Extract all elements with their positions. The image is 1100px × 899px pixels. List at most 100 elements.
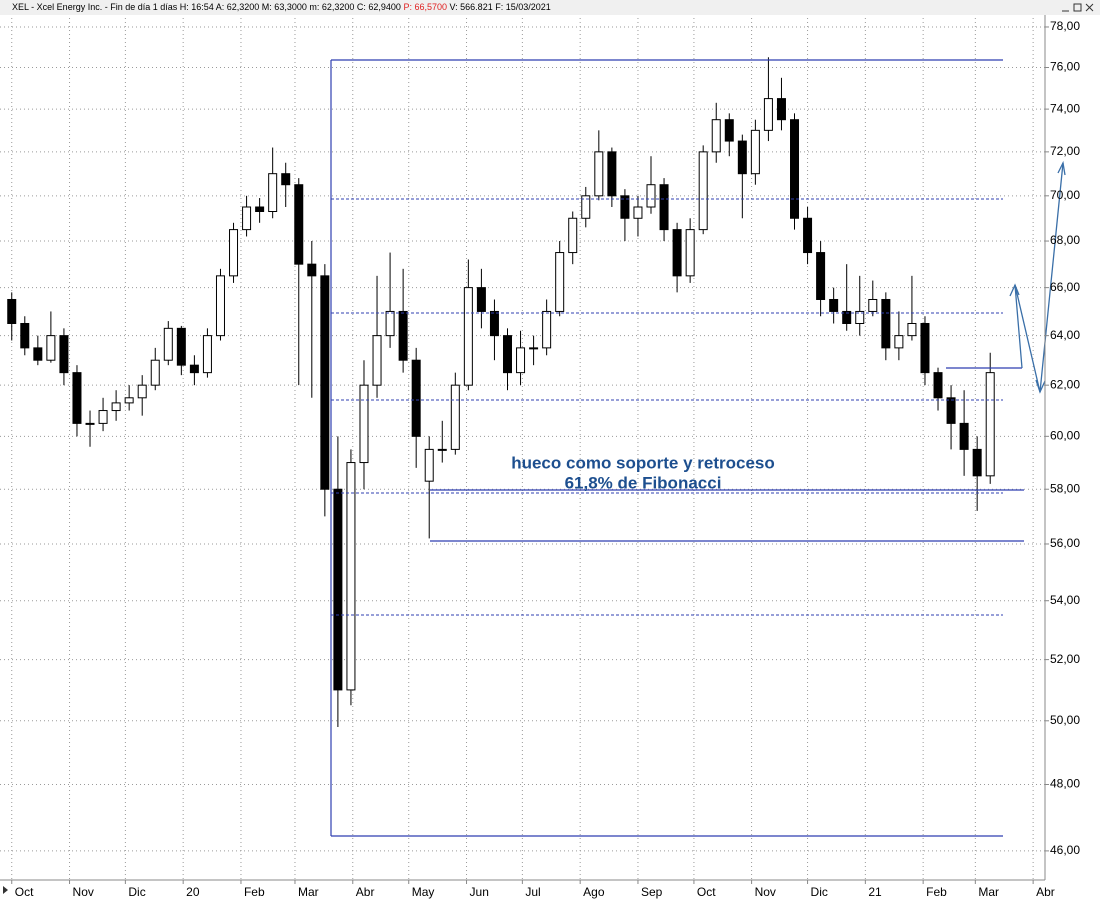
x-tick-label: Abr [356,885,375,899]
candle-body [229,229,239,277]
candle-body [803,217,813,254]
candle-body [411,359,421,437]
projection-path [1014,162,1064,393]
maximize-icon[interactable] [1073,3,1082,12]
candle-body [346,462,356,691]
header: XEL - Xcel Energy Inc. - Fin de día 1 dí… [12,2,551,12]
candle-body [594,151,604,197]
candle-body [646,184,656,208]
candle-body [842,310,852,324]
x-tick-label: Jun [470,885,489,899]
annotation: 61,8% de Fibonacci [565,473,722,492]
x-tick-label: May [412,885,435,899]
candle-body [7,298,17,324]
y-tick-label: 60,00 [1050,429,1080,443]
x-tick-label: Nov [755,885,776,899]
candle-body [20,322,30,349]
candle-body [398,310,408,361]
candle-body [698,151,708,231]
candle-body [868,298,878,312]
x-tick-label: 21 [868,885,882,899]
candle-body [907,322,917,337]
y-tick-label: 64,00 [1050,328,1080,342]
candle-body [150,359,160,386]
candle-body [463,287,473,386]
candle-body [607,151,617,197]
candle-body [659,184,669,231]
candle-body [555,252,565,312]
candle-body [307,263,317,277]
candle-body [476,287,486,312]
candle-body [163,327,173,361]
x-tick-label: Abr [1036,885,1055,899]
candle-body [333,488,343,691]
candle-body [98,410,108,424]
candle-body [985,372,995,477]
candle-body [724,119,734,142]
candle-body [633,206,643,219]
y-tick-label: 56,00 [1050,536,1080,550]
x-tick-label: Nov [73,885,94,899]
candle-body [737,140,747,175]
candle-body [568,217,578,254]
candle-body [111,402,121,412]
candle-body [881,298,891,349]
candle-body [502,335,512,374]
candle-body [685,229,695,277]
annotation: hueco como soporte y retroceso [511,453,775,472]
y-tick-label: 68,00 [1050,233,1080,247]
candle-body [972,448,982,477]
candle-body [385,310,395,337]
candle-body [855,310,865,324]
candle-body [33,347,43,361]
scroll-arrow[interactable] [3,886,8,894]
candle-body [320,275,330,490]
arrow-head [1009,283,1020,297]
candle-body [946,397,956,424]
candle-body [750,129,760,175]
candle-body [959,422,969,450]
y-tick-label: 52,00 [1050,652,1080,666]
y-tick-label: 46,00 [1050,843,1080,857]
candle-body [516,347,526,374]
candle-body [215,275,225,337]
candle-body [281,173,291,186]
x-tick-label: Dic [128,885,145,899]
candle-body [255,206,265,212]
x-tick-label: Mar [298,885,319,899]
y-tick-label: 74,00 [1050,101,1080,115]
candle-body [242,206,252,231]
y-tick-label: 54,00 [1050,593,1080,607]
arrow-head [1035,379,1046,394]
candle-body [829,298,839,312]
candle-body [202,335,212,374]
candle-body [59,335,69,374]
candle-body [268,173,278,212]
candle-body [424,448,434,482]
x-tick-label: Dic [811,885,828,899]
close-icon[interactable] [1085,3,1094,12]
header-highlight: P: 66,5700 [403,2,447,12]
candle-body [920,322,930,374]
candle-body [372,335,382,386]
y-tick-label: 70,00 [1050,188,1080,202]
y-tick-label: 48,00 [1050,777,1080,791]
window-controls[interactable] [1062,3,1094,12]
x-tick-label: Oct [697,885,716,899]
header-bar [0,0,1100,15]
y-tick-label: 62,00 [1050,377,1080,391]
candle-body [85,422,95,425]
y-tick-label: 66,00 [1050,280,1080,294]
header-text: XEL - Xcel Energy Inc. - Fin de día 1 dí… [12,2,401,12]
arrow-head [1057,160,1066,176]
y-tick-label: 76,00 [1050,60,1080,74]
candle-body [672,229,682,277]
candle-body [189,364,199,374]
header-text: V: 566.821 F: 15/03/2021 [450,2,551,12]
x-tick-label: Oct [15,885,34,899]
candle-body [816,252,826,300]
candles [7,57,995,728]
candle-body [294,184,304,265]
